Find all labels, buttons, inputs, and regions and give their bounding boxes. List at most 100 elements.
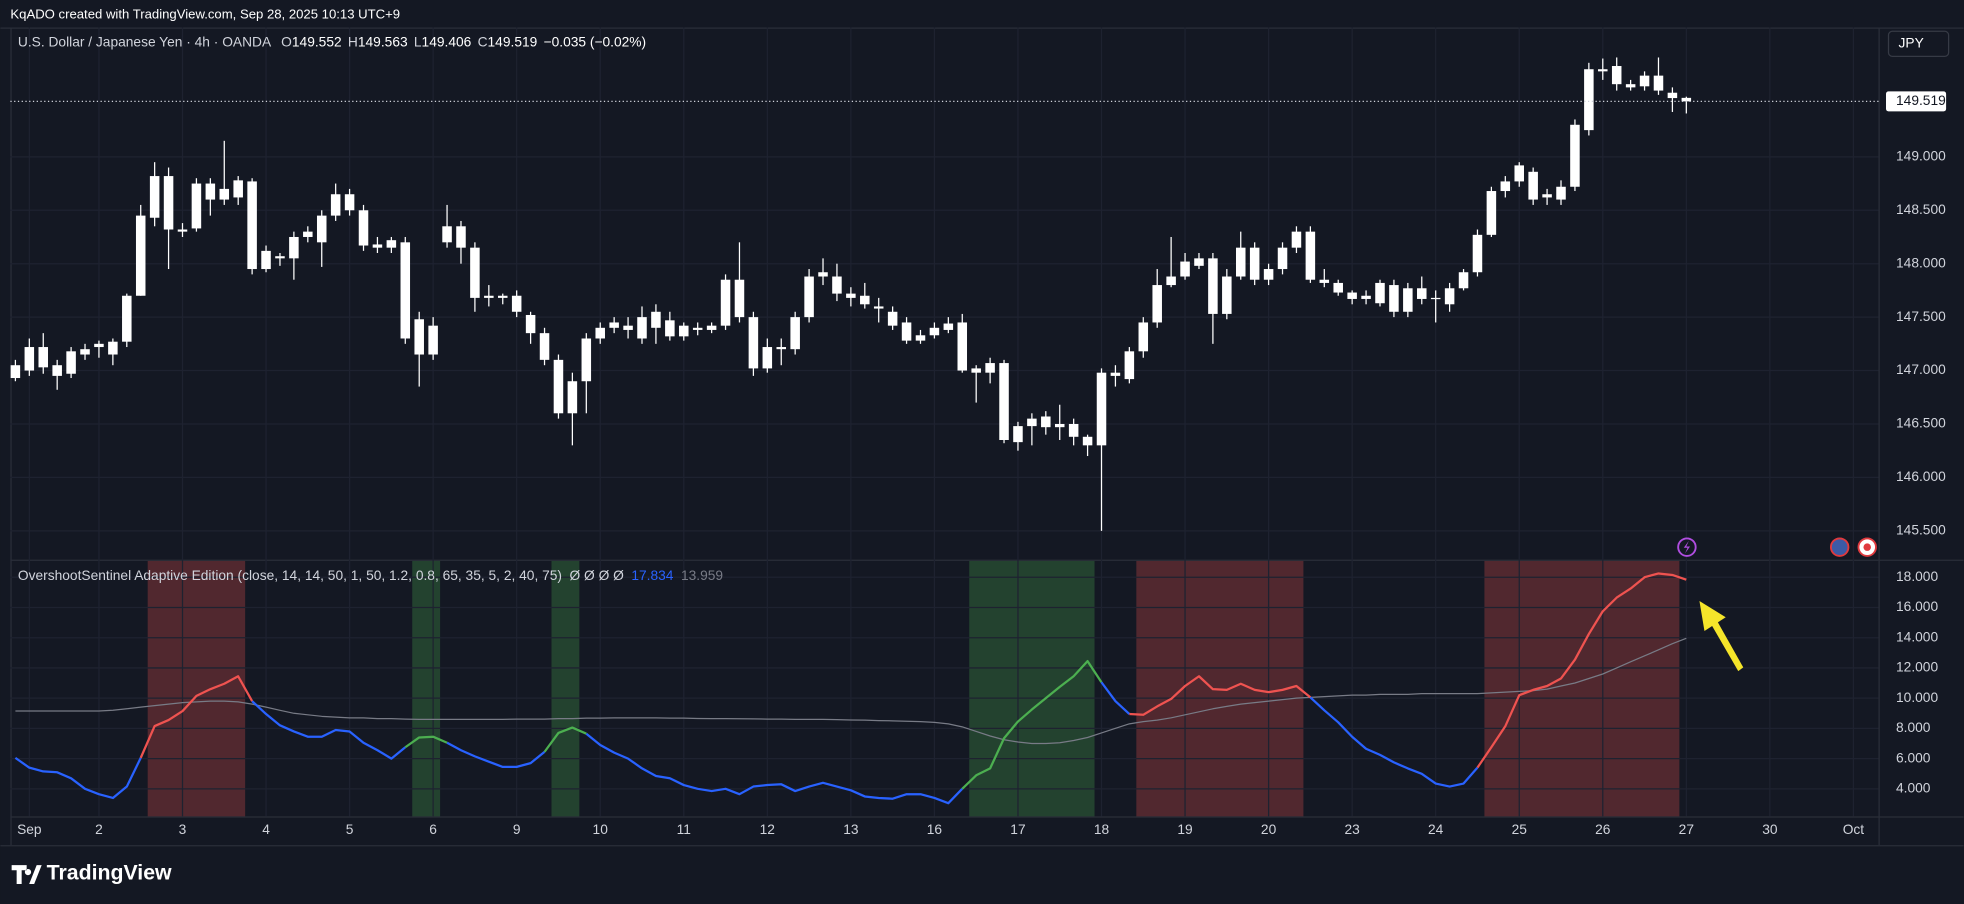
x-tick-label: 18 (1094, 822, 1110, 837)
candle-body (1444, 288, 1455, 305)
x-tick-label: 30 (1762, 822, 1778, 837)
indicator-legend: OvershootSentinel Adaptive Edition (clos… (18, 568, 723, 583)
x-tick-label: 27 (1679, 822, 1694, 837)
x-tick-label: Sep (17, 822, 42, 837)
candle-body (1611, 66, 1622, 85)
candle-body (1277, 247, 1288, 270)
brand-logo (11, 865, 42, 884)
candle-body (1542, 194, 1552, 198)
candle-body (1653, 75, 1664, 91)
candle-body (679, 325, 689, 337)
candle-body (1068, 423, 1079, 437)
candle-body (790, 317, 800, 350)
candle-body (1347, 292, 1357, 299)
y-tick-label: 145.500 (1896, 522, 1946, 537)
indicator-line (585, 732, 964, 805)
candle-body (344, 194, 355, 211)
y-tick-label: 8.000 (1896, 720, 1931, 735)
candle-body (734, 279, 745, 318)
candle-body (1486, 191, 1497, 235)
candle-body (1305, 231, 1316, 280)
candle-body (1584, 69, 1594, 131)
currency-button-label[interactable]: JPY (1899, 35, 1924, 50)
ohlc-label: L (414, 34, 422, 49)
x-tick-label: 4 (262, 822, 270, 837)
y-tick-label: 146.500 (1896, 416, 1946, 431)
y-tick-label: 146.000 (1896, 469, 1946, 484)
x-tick-label: 20 (1261, 822, 1277, 837)
candle-body (1208, 258, 1218, 314)
candle-body (943, 323, 954, 330)
indicator-line (543, 726, 587, 753)
y-tick-label: 6.000 (1896, 750, 1931, 765)
x-tick-label: 10 (593, 822, 609, 837)
candle-body (720, 279, 731, 326)
x-tick-label: 26 (1595, 822, 1611, 837)
candle-body (400, 242, 411, 339)
candle-body (1361, 295, 1371, 299)
candle-body (484, 295, 494, 298)
candle-body (1291, 231, 1302, 248)
candle-body (651, 311, 661, 328)
indicator-title: OvershootSentinel Adaptive Edition (clos… (18, 568, 562, 583)
candle-body (999, 363, 1009, 441)
candle-body (94, 343, 104, 348)
x-tick-label: 6 (429, 822, 437, 837)
candle-body (706, 325, 717, 330)
y-tick-label: 4.000 (1896, 780, 1931, 795)
indicator-line (961, 659, 1103, 790)
candle-body (1403, 288, 1413, 312)
candle-body (247, 181, 257, 270)
candle-body (762, 347, 773, 369)
event-icons (1677, 537, 1877, 557)
ohlc-value: 149.563 (358, 34, 408, 49)
candle-body (52, 365, 62, 376)
ohlc-label: O (281, 34, 292, 49)
candle-body (38, 347, 49, 368)
ohlc-value: 149.552 (292, 34, 342, 49)
annotation-arrow (1699, 600, 1744, 672)
y-tick-label: 147.000 (1896, 362, 1946, 377)
candle-body (1417, 288, 1427, 299)
candle-body (929, 327, 940, 336)
candle-body (135, 215, 146, 296)
y-tick-label: 147.500 (1896, 309, 1946, 324)
candle-body (456, 226, 466, 248)
indicator-line (14, 756, 142, 800)
candle-body (497, 295, 508, 298)
candle-body (873, 306, 884, 309)
candle-body (665, 320, 675, 337)
candle-body (832, 276, 842, 294)
candle-body (985, 363, 995, 373)
indicator-line (1476, 572, 1687, 769)
candle-body (1389, 285, 1399, 312)
candle-body (261, 250, 271, 270)
candle-body (108, 341, 118, 355)
candle-body (372, 244, 383, 248)
x-tick-label: 17 (1010, 822, 1025, 837)
credit: KqADO created with TradingView.com, Sep … (10, 6, 400, 21)
candle-body (442, 226, 452, 243)
candle-body (1194, 258, 1204, 266)
currency-button-box[interactable] (1887, 30, 1950, 57)
candle-body (1013, 426, 1023, 443)
currency-button[interactable]: JPY (1887, 30, 1950, 57)
signal-zone (412, 560, 441, 817)
us-flag-icon[interactable] (1829, 537, 1850, 557)
x-tick-label: 3 (179, 822, 187, 837)
indicator-line (404, 735, 448, 749)
candle-body (776, 347, 787, 350)
candle-body (915, 335, 926, 341)
x-tick-label: 11 (677, 822, 691, 837)
candle-body (1333, 282, 1343, 293)
indicator-flags: Ø Ø Ø Ø (570, 568, 625, 583)
candle-body (1556, 186, 1566, 200)
indicator-line (15, 637, 1687, 745)
candle-body (191, 183, 202, 229)
candle-body (1180, 261, 1190, 277)
x-tick-label: 12 (760, 822, 775, 837)
candle-body (177, 229, 188, 232)
y-tick-label: 16.000 (1896, 599, 1938, 614)
ohlc-label: H (348, 34, 358, 49)
